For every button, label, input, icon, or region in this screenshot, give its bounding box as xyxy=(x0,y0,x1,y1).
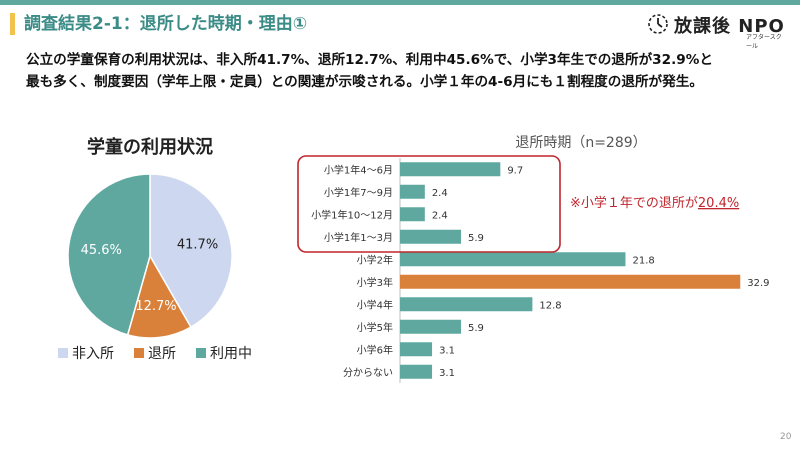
pie-slice-label-1: 12.7% xyxy=(135,299,176,314)
x-tick-label-5: 25% xyxy=(647,397,669,398)
bar-category-label-7: 小学5年 xyxy=(357,321,393,334)
pie-slice-2 xyxy=(67,173,151,336)
bar-category-label-8: 小学6年 xyxy=(357,343,393,356)
brand-logo-text: 放課後 NPO xyxy=(674,16,785,37)
brand-logo: 放課後 NPO アフタースクール xyxy=(646,10,786,50)
pie-slice-0 xyxy=(149,173,233,329)
pie-slice-label-2: 45.6% xyxy=(81,243,122,258)
bar-chart-title: 退所時期（n=289） xyxy=(515,135,646,151)
pie-chart-title: 学童の利用状況 xyxy=(87,137,213,158)
annotation-prefix: ※小学１年での退所が xyxy=(570,195,698,211)
pie-slice-1 xyxy=(126,254,192,339)
x-tick-label-1: 5% xyxy=(444,397,460,398)
bar-category-label-2: 小学1年10〜12月 xyxy=(311,208,393,221)
x-tick-label-0: 0% xyxy=(392,397,408,398)
pie-legend-item-2: 利用中 xyxy=(196,343,252,363)
bar-category-label-9: 分からない xyxy=(343,367,393,379)
bar-category-label-1: 小学1年7〜9月 xyxy=(324,186,393,199)
bar-8 xyxy=(400,342,433,357)
bar-value-label-7: 5.9 xyxy=(468,323,484,334)
bar-value-label-9: 3.1 xyxy=(439,368,455,379)
pie-legend-item-0: 非入所 xyxy=(58,343,114,363)
annotation-text: ※小学１年での退所が20.4% xyxy=(570,195,739,211)
pie-legend-label-2: 利用中 xyxy=(210,346,252,362)
bar-5 xyxy=(400,274,741,289)
annotation-highlight-box xyxy=(297,155,561,253)
pie-legend: 非入所 退所 利用中 xyxy=(58,343,252,363)
bar-chart: 退所時期（n=289） 小学1年4〜6月 9.7 小学1年7〜9月 2.4 小学1年10〜… xyxy=(297,135,773,398)
bar-value-label-3: 5.9 xyxy=(468,233,484,244)
lead-line-2: 最も多く、制度要因（学年上限・定員）との関連が示唆される。小学１年の4-6月にも… xyxy=(26,74,703,90)
pie-legend-swatch-2 xyxy=(196,348,206,358)
x-tick-label-4: 20% xyxy=(596,397,618,398)
page-number: 20 xyxy=(780,432,792,442)
bar-4 xyxy=(400,252,626,267)
x-tick-label-6: 30% xyxy=(699,397,721,398)
bar-value-label-2: 2.4 xyxy=(432,210,448,221)
bar-category-label-0: 小学1年4〜6月 xyxy=(324,163,393,176)
bar-9 xyxy=(400,364,433,379)
clock-icon xyxy=(648,14,668,34)
bar-category-label-6: 小学4年 xyxy=(357,298,393,311)
bar-1 xyxy=(400,184,425,199)
lead-paragraph: 公立の学童保育の利用状況は、非入所41.7%、退所12.7%、利用中45.6%で… xyxy=(26,49,786,93)
x-tick-label-2: 10% xyxy=(492,397,514,398)
pie-legend-item-1: 退所 xyxy=(134,343,176,363)
bar-2 xyxy=(400,207,425,222)
lead-line-1: 公立の学童保育の利用状況は、非入所41.7%、退所12.7%、利用中45.6%で… xyxy=(26,52,713,68)
x-tick-label-3: 15% xyxy=(544,397,566,398)
pie-legend-label-0: 非入所 xyxy=(72,346,114,362)
bar-value-label-0: 9.7 xyxy=(507,165,523,176)
bar-category-label-4: 小学2年 xyxy=(357,253,393,266)
bar-category-label-5: 小学3年 xyxy=(357,276,393,289)
bar-value-label-4: 21.8 xyxy=(632,255,654,266)
brand-logo-subtext: アフタースクール xyxy=(746,34,782,50)
bar-7 xyxy=(400,319,462,334)
bar-category-label-3: 小学1年1〜3月 xyxy=(324,231,393,244)
pie-slice-label-0: 41.7% xyxy=(177,237,218,252)
page-title: 調査結果2-1：退所した時期・理由① xyxy=(24,14,308,34)
bar-3 xyxy=(400,229,462,244)
bar-value-label-8: 3.1 xyxy=(439,345,455,356)
top-accent-bar xyxy=(0,0,800,5)
pie-legend-label-1: 退所 xyxy=(148,346,176,362)
title-accent-mark xyxy=(10,13,15,35)
bar-value-label-1: 2.4 xyxy=(432,188,448,199)
bar-value-label-6: 12.8 xyxy=(539,300,561,311)
pie-legend-swatch-1 xyxy=(134,348,144,358)
pie-chart: 41.7% 12.7% 45.6% xyxy=(67,173,233,339)
x-tick-label-7: 35% xyxy=(751,397,773,398)
bar-0 xyxy=(400,162,501,177)
bar-value-label-5: 32.9 xyxy=(747,278,769,289)
pie-legend-swatch-0 xyxy=(58,348,68,358)
bar-6 xyxy=(400,297,533,312)
annotation-value: 20.4% xyxy=(698,196,739,211)
